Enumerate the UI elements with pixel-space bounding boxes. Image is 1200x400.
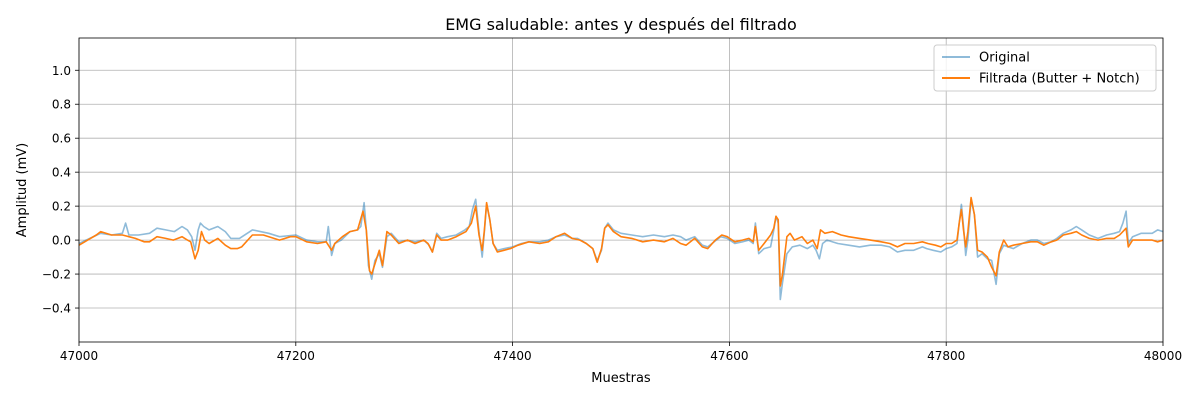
series-filtered-line <box>79 196 1163 287</box>
x-tick-label: 47400 <box>494 349 532 363</box>
chart-title: EMG saludable: antes y después del filtr… <box>445 15 797 34</box>
series-original-line <box>79 198 1163 301</box>
y-axis-label: Amplitud (mV) <box>15 143 30 237</box>
x-tick-label: 47800 <box>927 349 965 363</box>
x-tick-label: 47600 <box>710 349 748 363</box>
axis-ticks: 47000 47200 47400 47600 47800 48000 −0.4 −0.2 0.… <box>42 64 1182 363</box>
y-tick-label: 0.4 <box>52 166 71 180</box>
y-tick-label: 1.0 <box>52 64 71 78</box>
x-axis-label: Muestras <box>591 371 651 386</box>
y-tick-label: 0.6 <box>52 132 71 146</box>
legend: Original Filtrada (Butter + Notch) <box>933 44 1157 92</box>
legend-label-filtered: Filtrada (Butter + Notch) <box>979 72 1140 87</box>
y-tick-label: 0.8 <box>52 98 71 112</box>
y-tick-label: −0.2 <box>42 268 71 282</box>
y-tick-label: −0.4 <box>42 302 71 316</box>
legend-label-original: Original <box>979 51 1030 66</box>
plot-frame <box>78 37 1164 343</box>
x-tick-label: 47000 <box>60 349 98 363</box>
y-tick-label: 0.0 <box>52 234 71 248</box>
series-lines <box>79 196 1163 301</box>
y-tick-label: 0.2 <box>52 200 71 214</box>
grid-lines <box>78 38 1164 342</box>
legend-box <box>933 44 1157 92</box>
x-tick-label: 47200 <box>277 349 315 363</box>
x-tick-label: 48000 <box>1144 349 1182 363</box>
